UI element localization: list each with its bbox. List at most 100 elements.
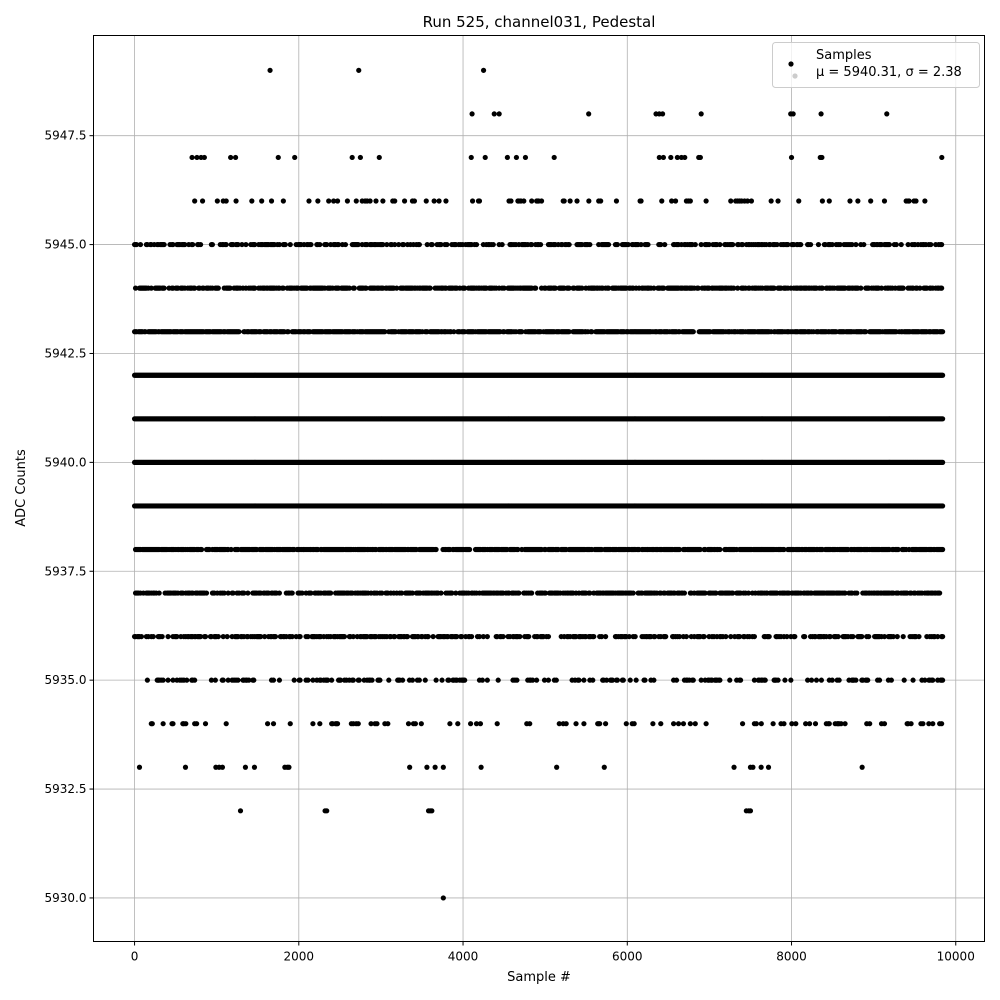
data-point [865, 677, 871, 683]
data-point [484, 677, 490, 683]
data-point [698, 677, 704, 683]
data-point [806, 721, 813, 727]
data-point [563, 721, 569, 727]
data-point [627, 677, 633, 683]
data-point [258, 633, 264, 640]
data-point [683, 633, 690, 640]
data-point [940, 459, 946, 465]
data-point [368, 721, 374, 727]
data-point [713, 590, 719, 596]
data-point [788, 154, 795, 161]
data-point [429, 808, 435, 814]
data-point [702, 590, 708, 596]
data-point [660, 154, 667, 161]
data-point [530, 677, 536, 683]
data-point [541, 677, 548, 683]
data-point [940, 677, 946, 683]
data-point [449, 590, 455, 596]
data-point [251, 677, 257, 683]
data-point [292, 154, 298, 161]
data-point [652, 633, 658, 640]
data-point [407, 764, 413, 770]
data-point [829, 677, 835, 683]
data-point [751, 633, 758, 640]
data-point [745, 590, 752, 596]
data-point [476, 633, 483, 640]
data-point [668, 154, 674, 161]
data-point [926, 721, 932, 727]
data-point [220, 633, 226, 640]
data-point [317, 721, 323, 727]
data-point [910, 677, 916, 683]
data-point [859, 633, 865, 640]
data-point [482, 154, 488, 161]
data-point [174, 633, 180, 640]
data-point [842, 590, 848, 596]
data-point [170, 677, 176, 683]
data-point [673, 677, 680, 683]
data-point [930, 721, 936, 727]
data-point [939, 721, 945, 727]
data-point [597, 721, 603, 727]
data-point [454, 633, 460, 640]
data-point [682, 154, 688, 161]
data-point [350, 677, 356, 683]
data-point [614, 677, 621, 683]
data-point [276, 677, 283, 683]
data-point [262, 633, 268, 640]
data-point [194, 721, 200, 727]
data-point [717, 546, 723, 553]
data-point [850, 633, 856, 640]
data-point [182, 764, 189, 770]
data-point [940, 633, 946, 640]
data-point [409, 677, 416, 683]
data-point [379, 590, 385, 596]
data-point [545, 677, 552, 683]
data-point [267, 67, 273, 73]
data-point [586, 111, 592, 117]
data-point [730, 590, 736, 596]
data-point [184, 677, 190, 683]
data-point [766, 633, 772, 640]
data-point [940, 546, 946, 553]
data-point [473, 721, 480, 727]
data-point [890, 633, 896, 640]
data-point [895, 546, 901, 553]
data-point [651, 677, 657, 683]
data-point [192, 677, 198, 683]
data-point [399, 677, 406, 683]
data-point [446, 677, 452, 683]
data-point [202, 721, 209, 727]
data-point [939, 154, 945, 161]
data-point [758, 721, 764, 727]
data-point [609, 677, 616, 683]
data-point [675, 721, 682, 727]
data-point [827, 633, 833, 640]
data-point [901, 677, 907, 683]
data-point [197, 633, 204, 640]
data-point [920, 721, 926, 727]
data-point [329, 677, 335, 683]
data-point [514, 677, 520, 683]
data-point [404, 633, 411, 640]
data-point [516, 590, 522, 596]
data-point [591, 633, 597, 640]
data-point [291, 677, 297, 683]
data-point [739, 721, 746, 727]
data-point [788, 677, 794, 683]
data-point [701, 633, 707, 640]
data-point [937, 590, 943, 596]
data-point [149, 721, 155, 727]
data-point [681, 590, 688, 596]
data-point [527, 721, 533, 727]
data-point [556, 721, 562, 727]
data-point [468, 154, 474, 161]
data-point [144, 677, 150, 683]
data-point [792, 633, 798, 640]
data-point [573, 721, 579, 727]
data-point [287, 721, 293, 727]
data-point [728, 633, 734, 640]
data-point [703, 721, 709, 727]
data-point [542, 590, 549, 596]
